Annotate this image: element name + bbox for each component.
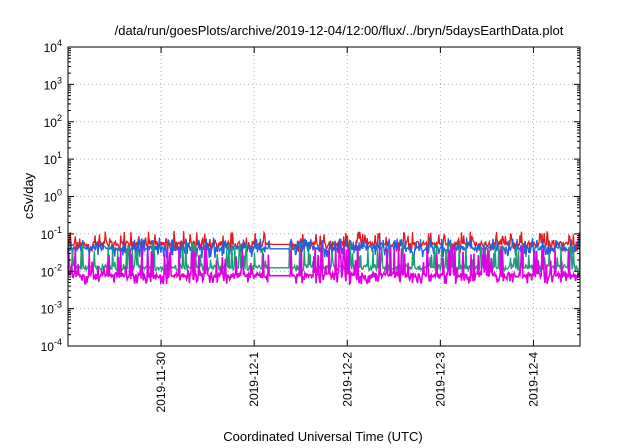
chart-title: /data/run/goesPlots/archive/2019-12-04/1…: [115, 23, 564, 38]
y-tick-label: 104: [44, 38, 62, 55]
y-tick-label: 103: [44, 75, 62, 92]
x-tick-label: 2019-12-1: [247, 352, 261, 407]
y-tick-label: 100: [44, 188, 62, 205]
y-tick-label: 10-4: [41, 337, 62, 354]
y-tick-label: 10-3: [41, 300, 62, 317]
series-group: [67, 230, 581, 287]
x-axis: 2019-11-30 2019-12-1 2019-12-2 2019-12-3 201…: [154, 47, 540, 413]
y-tick-label: 10-2: [41, 262, 62, 279]
x-tick-label: 2019-12-2: [340, 352, 354, 407]
y-tick-label: 10-1: [41, 225, 62, 242]
y-tick-label: 102: [44, 113, 62, 130]
y-axis: 10-4 10-3 10-2 10-1 100 101 102 103 104: [41, 38, 580, 354]
x-tick-label: 2019-12-4: [526, 352, 540, 407]
series-line-4: [67, 244, 581, 287]
x-axis-label: Coordinated Universal Time (UTC): [223, 429, 422, 444]
x-tick-label: 2019-11-30: [154, 352, 168, 413]
grid-lines: [68, 47, 580, 346]
y-axis-label: cSv/day: [21, 172, 36, 219]
x-tick-label: 2019-12-3: [433, 352, 447, 407]
y-tick-label: 101: [44, 150, 62, 167]
